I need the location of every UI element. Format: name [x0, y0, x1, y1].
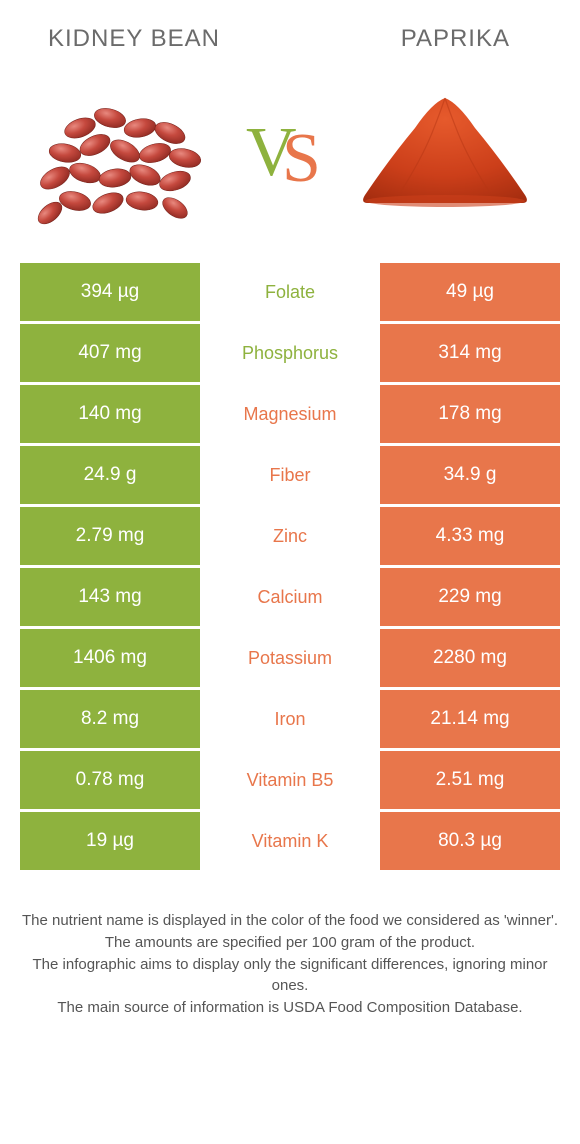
nutrient-label: Zinc — [200, 507, 380, 565]
right-value: 4.33 mg — [380, 507, 560, 565]
table-row: 140 mgMagnesium178 mg — [20, 385, 560, 443]
nutrient-label: Calcium — [200, 568, 380, 626]
title-right: Paprika — [401, 25, 510, 53]
table-row: 8.2 mgIron21.14 mg — [20, 690, 560, 748]
right-value: 21.14 mg — [380, 690, 560, 748]
nutrient-table: 394 µgFolate49 µg407 mgPhosphorus314 mg1… — [20, 263, 560, 870]
nutrient-label: Phosphorus — [200, 324, 380, 382]
table-row: 0.78 mgVitamin B52.51 mg — [20, 751, 560, 809]
nutrient-label: Iron — [200, 690, 380, 748]
left-value: 19 µg — [20, 812, 200, 870]
left-value: 0.78 mg — [20, 751, 200, 809]
kidney-bean-image — [20, 73, 210, 233]
left-value: 407 mg — [20, 324, 200, 382]
vs-icon: V S — [220, 113, 340, 193]
right-value: 314 mg — [380, 324, 560, 382]
table-row: 394 µgFolate49 µg — [20, 263, 560, 321]
left-value: 2.79 mg — [20, 507, 200, 565]
nutrient-label: Magnesium — [200, 385, 380, 443]
footnote-line: The nutrient name is displayed in the co… — [20, 910, 560, 932]
nutrient-label: Fiber — [200, 446, 380, 504]
title-left: Kidney bean — [48, 25, 220, 53]
left-value: 8.2 mg — [20, 690, 200, 748]
table-row: 1406 mgPotassium2280 mg — [20, 629, 560, 687]
nutrient-label: Vitamin K — [200, 812, 380, 870]
left-value: 143 mg — [20, 568, 200, 626]
nutrient-label: Potassium — [200, 629, 380, 687]
left-value: 394 µg — [20, 263, 200, 321]
right-value: 49 µg — [380, 263, 560, 321]
right-value: 178 mg — [380, 385, 560, 443]
left-value: 24.9 g — [20, 446, 200, 504]
footnote-line: The amounts are specified per 100 gram o… — [20, 932, 560, 954]
footnote-line: The infographic aims to display only the… — [20, 954, 560, 998]
table-row: 407 mgPhosphorus314 mg — [20, 324, 560, 382]
footnote-line: The main source of information is USDA F… — [20, 997, 560, 1019]
left-value: 140 mg — [20, 385, 200, 443]
right-value: 229 mg — [380, 568, 560, 626]
nutrient-label: Vitamin B5 — [200, 751, 380, 809]
nutrient-label: Folate — [200, 263, 380, 321]
table-row: 2.79 mgZinc4.33 mg — [20, 507, 560, 565]
paprika-image — [350, 73, 540, 233]
table-row: 24.9 gFiber34.9 g — [20, 446, 560, 504]
footnotes: The nutrient name is displayed in the co… — [20, 910, 560, 1019]
table-row: 143 mgCalcium229 mg — [20, 568, 560, 626]
left-value: 1406 mg — [20, 629, 200, 687]
table-row: 19 µgVitamin K80.3 µg — [20, 812, 560, 870]
right-value: 80.3 µg — [380, 812, 560, 870]
svg-text:S: S — [282, 120, 321, 193]
right-value: 2280 mg — [380, 629, 560, 687]
right-value: 34.9 g — [380, 446, 560, 504]
right-value: 2.51 mg — [380, 751, 560, 809]
